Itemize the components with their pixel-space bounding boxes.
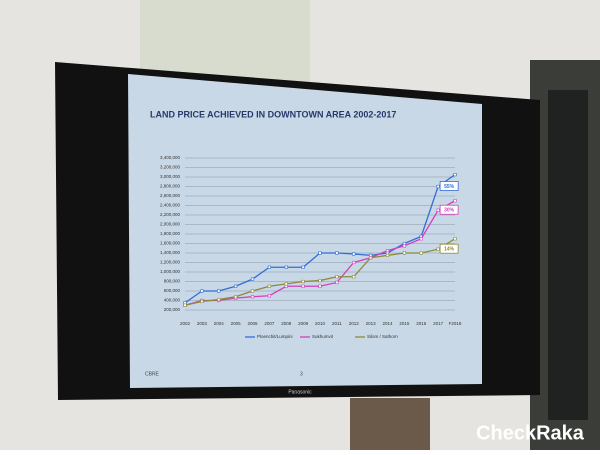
x-tick-label: 2005: [231, 321, 242, 326]
window: [140, 0, 310, 85]
point: [419, 251, 423, 255]
annotation-box: [439, 181, 459, 191]
watermark: CheckRaka: [476, 422, 585, 444]
point: [419, 237, 423, 241]
point: [335, 280, 339, 285]
y-tick-label: 1,800,000: [160, 231, 181, 236]
point: [402, 244, 406, 248]
point: [352, 252, 356, 256]
y-tick-label: 1,600,000: [160, 241, 181, 246]
x-tick-label: 2009: [298, 321, 309, 326]
y-tick-label: 3,200,000: [160, 165, 181, 170]
y-tick-label: 2,800,000: [160, 184, 181, 189]
x-tick-label: F2018: [449, 321, 462, 326]
x-tick-label: 2013: [366, 321, 377, 326]
x-tick-label: 2012: [349, 321, 360, 326]
annotation: 14%: [444, 247, 455, 253]
audience: [350, 398, 430, 450]
y-tick-label: 200,000: [164, 307, 181, 312]
y-tick-label: 2,000,000: [160, 222, 181, 227]
legend-label: Sukhumvit: [312, 334, 334, 339]
point: [318, 251, 322, 255]
point: [234, 295, 238, 299]
x-tick-label: 2010: [315, 321, 326, 326]
y-tick-label: 2,200,000: [160, 212, 181, 217]
point: [301, 279, 305, 284]
footer-page: 3: [300, 371, 303, 377]
y-tick-label: 1,400,000: [160, 250, 181, 255]
y-tick-label: 800,000: [164, 279, 181, 284]
point: [335, 251, 339, 255]
point: [284, 282, 288, 286]
y-tick-label: 1,000,000: [160, 269, 181, 274]
point: [385, 253, 390, 257]
point: [250, 289, 255, 293]
x-tick-label: 2006: [247, 321, 258, 326]
legend-label: Silom / Sathorn: [367, 334, 398, 339]
annotation-box: [439, 204, 459, 215]
point: [267, 265, 271, 269]
point: [284, 265, 288, 269]
x-tick-label: 2015: [399, 321, 410, 326]
tv-screen: [128, 74, 482, 388]
legend-label: Ploenchit/Lumpini: [257, 334, 293, 339]
point: [318, 284, 322, 288]
point: [436, 208, 440, 212]
point: [200, 299, 204, 304]
point: [301, 284, 305, 288]
point: [250, 277, 255, 281]
x-tick-label: 2003: [197, 321, 208, 326]
y-tick-label: 2,600,000: [160, 193, 181, 198]
x-tick-label: 2008: [281, 321, 292, 326]
point: [385, 249, 390, 253]
y-tick-label: 600,000: [164, 288, 181, 293]
y-tick-label: 3,000,000: [160, 174, 181, 179]
x-tick-label: 2011: [332, 321, 342, 326]
mirror: [548, 90, 588, 420]
point: [217, 289, 221, 293]
point: [267, 294, 271, 298]
point: [369, 256, 373, 260]
annotation: 30%: [444, 208, 455, 214]
x-tick-label: 2017: [433, 321, 444, 326]
point: [200, 289, 204, 293]
point: [352, 260, 356, 265]
tv-brand: Panasonic: [288, 389, 312, 395]
point: [250, 295, 255, 299]
point: [301, 265, 305, 269]
annotation: 55%: [444, 184, 455, 190]
y-tick-label: 400,000: [164, 298, 181, 303]
y-tick-label: 2,400,000: [160, 203, 181, 208]
point: [352, 275, 356, 279]
x-tick-label: 2014: [382, 321, 393, 326]
point: [217, 297, 221, 302]
x-tick-label: 2016: [416, 321, 427, 326]
chart-title: LAND PRICE ACHIEVED IN DOWNTOWN AREA 200…: [150, 109, 396, 119]
point: [436, 184, 440, 189]
y-tick-label: 3,400,000: [160, 155, 181, 160]
point: [453, 173, 457, 177]
point: [453, 237, 457, 241]
footer-left: CBRE: [145, 371, 160, 377]
point: [453, 199, 457, 203]
point: [267, 284, 271, 288]
point: [402, 251, 406, 255]
point: [436, 247, 440, 251]
point: [318, 278, 322, 283]
point: [183, 303, 187, 307]
x-tick-label: 2002: [180, 321, 191, 326]
annotation-box: [439, 243, 459, 254]
x-tick-label: 2004: [214, 321, 225, 326]
y-tick-label: 1,200,000: [160, 260, 181, 265]
x-tick-label: 2007: [264, 321, 275, 326]
point: [335, 275, 339, 279]
point: [234, 284, 238, 288]
